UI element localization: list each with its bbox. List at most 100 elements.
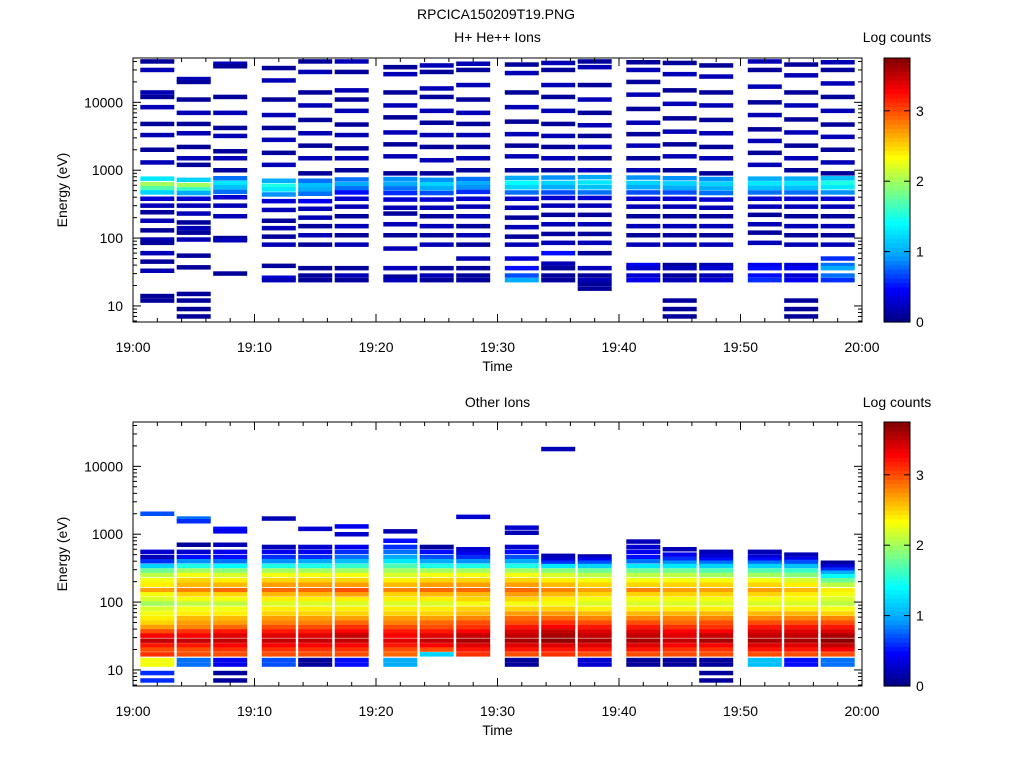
heatmap-cell — [504, 647, 539, 652]
heatmap-cell — [140, 662, 175, 667]
heatmap-cell — [784, 606, 819, 611]
heatmap-cell — [504, 638, 539, 643]
heatmap-cell — [784, 568, 819, 573]
heatmap-cell — [541, 615, 576, 621]
heatmap-cell — [626, 60, 661, 65]
heatmap-cell — [699, 117, 734, 123]
heatmap-cell — [140, 186, 175, 191]
heatmap-cell — [176, 582, 211, 587]
heatmap-cell — [662, 615, 697, 621]
heatmap-cell — [140, 511, 175, 516]
heatmap-cell — [176, 121, 211, 127]
heatmap-cell — [176, 633, 211, 638]
y-axis-label: Energy (eV) — [54, 153, 70, 228]
heatmap-cell — [383, 222, 418, 227]
heatmap-cell — [140, 298, 175, 303]
heatmap-cell — [419, 647, 454, 652]
heatmap-cell — [504, 662, 539, 667]
heatmap-cell — [662, 154, 697, 159]
heatmap-cell — [820, 629, 855, 634]
heatmap-cell — [784, 181, 819, 186]
heatmap-cell — [699, 652, 734, 657]
heatmap-cell — [456, 587, 491, 593]
heatmap-cell — [662, 611, 697, 616]
heatmap-cell — [140, 587, 175, 593]
heatmap-cell — [383, 274, 418, 279]
heatmap-cell — [747, 611, 782, 616]
heatmap-cell — [419, 158, 454, 163]
heatmap-cell — [456, 572, 491, 578]
heatmap-cell — [747, 606, 782, 611]
heatmap-cell — [140, 218, 175, 223]
heatmap-cell — [261, 662, 296, 667]
heatmap-cell — [419, 223, 454, 229]
heatmap-cell — [213, 133, 248, 139]
heatmap-cell — [699, 186, 734, 191]
heatmap-cell — [298, 578, 333, 583]
heatmap-cell — [626, 662, 661, 667]
heatmap-cell — [176, 587, 211, 593]
colorbar-segment — [884, 672, 910, 678]
heatmap-cell — [261, 611, 296, 616]
colorbar-segment — [884, 637, 910, 643]
heatmap-cell — [626, 549, 661, 555]
heatmap-cell — [383, 643, 418, 648]
heatmap-cell — [140, 549, 175, 555]
heatmap-cell — [784, 176, 819, 181]
heatmap-cell — [261, 242, 296, 247]
heatmap-cell — [456, 273, 491, 278]
heatmap-cell — [541, 553, 576, 559]
heatmap-cell — [820, 587, 855, 593]
heatmap-cell — [140, 259, 175, 264]
heatmap-cell — [334, 592, 369, 597]
heatmap-cell — [261, 150, 296, 156]
heatmap-cell — [176, 516, 211, 521]
heatmap-cell — [140, 578, 175, 583]
heatmap-cell — [334, 168, 369, 173]
heatmap-cell — [747, 647, 782, 652]
heatmap-cell — [784, 298, 819, 303]
heatmap-cell — [820, 273, 855, 278]
heatmap-cell — [261, 647, 296, 652]
heatmap-cell — [261, 601, 296, 606]
heatmap-cell — [334, 532, 369, 537]
heatmap-cell — [504, 154, 539, 159]
heatmap-cell — [334, 69, 369, 75]
colorbar-label: Log counts — [863, 394, 932, 410]
heatmap-cell — [820, 196, 855, 201]
colorbar-segment — [884, 505, 910, 511]
heatmap-cell — [456, 144, 491, 150]
heatmap-cell — [383, 549, 418, 555]
colorbar-segment — [884, 146, 910, 151]
heatmap-cell — [419, 108, 454, 114]
heatmap-cell — [298, 606, 333, 611]
colorbar-segment — [884, 247, 910, 253]
heatmap-cell — [456, 647, 491, 652]
heatmap-cell — [541, 633, 576, 638]
heatmap-cell — [541, 578, 576, 583]
heatmap-cell — [820, 223, 855, 229]
heatmap-cell — [541, 560, 576, 565]
heatmap-cell — [456, 121, 491, 127]
heatmap-cell — [541, 94, 576, 100]
heatmap-cell — [504, 143, 539, 148]
heatmap-cell — [140, 597, 175, 602]
colorbar-segment — [884, 558, 910, 564]
colorbar-segment — [884, 615, 910, 621]
heatmap-cell — [298, 652, 333, 657]
heatmap-cell — [261, 572, 296, 578]
heatmap-cell — [456, 633, 491, 638]
heatmap-cell — [820, 265, 855, 271]
heatmap-cell — [784, 62, 819, 67]
heatmap-cell — [419, 182, 454, 187]
heatmap-cell — [699, 156, 734, 161]
x-axis-label: Time — [482, 722, 513, 738]
heatmap-cell — [626, 638, 661, 643]
heatmap-cell — [541, 240, 576, 246]
heatmap-cell — [456, 582, 491, 587]
heatmap-cell — [383, 211, 418, 216]
heatmap-cell — [261, 516, 296, 521]
heatmap-cell — [261, 263, 296, 269]
heatmap-cell — [176, 76, 211, 82]
heatmap-cell — [176, 237, 211, 242]
